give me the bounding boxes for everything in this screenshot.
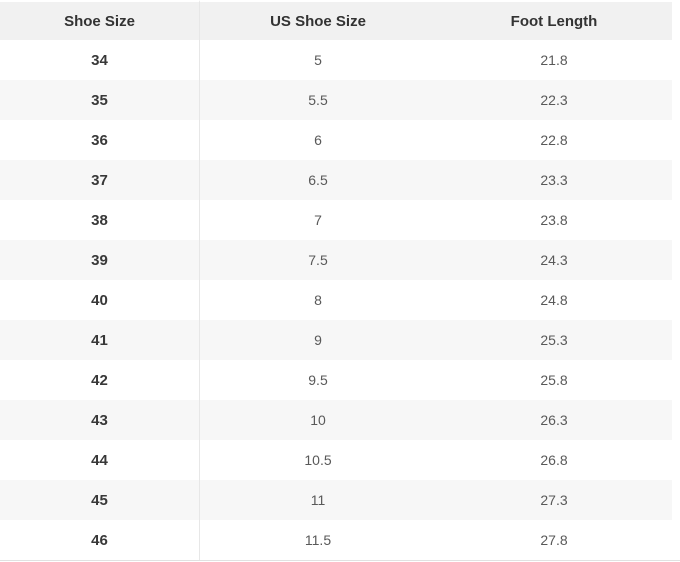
table-row: 40 8 24.8 <box>0 280 672 320</box>
cell-foot-length: 23.8 <box>540 212 568 228</box>
table-row: 36 6 22.8 <box>0 120 672 160</box>
cell-foot-length: 24.8 <box>540 292 568 308</box>
cell-us-shoe-size: 6.5 <box>308 172 328 188</box>
cell-us-shoe-size: 9.5 <box>308 372 328 388</box>
cell-shoe-size: 45 <box>0 480 200 520</box>
cell-shoe-size: 34 <box>0 40 200 80</box>
cell-foot-length: 26.3 <box>540 412 568 428</box>
cell-us-shoe-size: 5.5 <box>308 92 328 108</box>
cell-shoe-size: 40 <box>0 280 200 320</box>
cell-us-shoe-size: 5 <box>314 52 322 68</box>
cell-shoe-size: 39 <box>0 240 200 280</box>
table-row: 34 5 21.8 <box>0 40 672 80</box>
cell-foot-length: 22.8 <box>540 132 568 148</box>
column-header-shoe-size: Shoe Size <box>0 0 200 40</box>
table-header-row: Shoe Size US Shoe Size Foot Length <box>0 0 672 40</box>
cell-us-shoe-size: 10.5 <box>304 452 332 468</box>
table-row: 46 11.5 27.8 <box>0 520 672 560</box>
cell-foot-length: 27.8 <box>540 532 568 548</box>
cell-shoe-size: 38 <box>0 200 200 240</box>
cell-foot-length: 26.8 <box>540 452 568 468</box>
cell-us-shoe-size: 7.5 <box>308 252 328 268</box>
table-row: 42 9.5 25.8 <box>0 360 672 400</box>
cell-foot-length: 24.3 <box>540 252 568 268</box>
table-row: 39 7.5 24.3 <box>0 240 672 280</box>
cell-shoe-size: 43 <box>0 400 200 440</box>
table-row: 37 6.5 23.3 <box>0 160 672 200</box>
cell-us-shoe-size: 11 <box>310 492 326 508</box>
cell-us-shoe-size: 6 <box>314 132 322 148</box>
column-header-us-shoe-size: US Shoe Size <box>200 0 436 40</box>
cell-foot-length: 23.3 <box>540 172 568 188</box>
table-row: 38 7 23.8 <box>0 200 672 240</box>
table-row: 45 11 27.3 <box>0 480 672 520</box>
cell-us-shoe-size: 11.5 <box>304 532 332 548</box>
table-bottom-border <box>0 560 680 561</box>
table-row: 43 10 26.3 <box>0 400 672 440</box>
table-body: 34 5 21.8 35 5.5 22.3 36 6 22.8 37 6.5 2… <box>0 40 672 560</box>
cell-us-shoe-size: 10 <box>310 412 326 428</box>
table-row: 35 5.5 22.3 <box>0 80 672 120</box>
table-row: 41 9 25.3 <box>0 320 672 360</box>
cell-us-shoe-size: 8 <box>314 292 322 308</box>
cell-us-shoe-size: 7 <box>314 212 322 228</box>
cell-shoe-size: 41 <box>0 320 200 360</box>
cell-shoe-size: 35 <box>0 80 200 120</box>
column-header-foot-length: Foot Length <box>436 0 672 40</box>
cell-foot-length: 27.3 <box>540 492 568 508</box>
cell-shoe-size: 42 <box>0 360 200 400</box>
cell-shoe-size: 37 <box>0 160 200 200</box>
cell-foot-length: 21.8 <box>540 52 568 68</box>
cell-foot-length: 25.3 <box>540 332 568 348</box>
cell-shoe-size: 36 <box>0 120 200 160</box>
cell-foot-length: 25.8 <box>540 372 568 388</box>
cell-foot-length: 22.3 <box>540 92 568 108</box>
cell-us-shoe-size: 9 <box>314 332 322 348</box>
cell-shoe-size: 44 <box>0 440 200 480</box>
table-row: 44 10.5 26.8 <box>0 440 672 480</box>
table-head: Shoe Size US Shoe Size Foot Length <box>0 0 672 40</box>
cell-shoe-size: 46 <box>0 520 200 560</box>
